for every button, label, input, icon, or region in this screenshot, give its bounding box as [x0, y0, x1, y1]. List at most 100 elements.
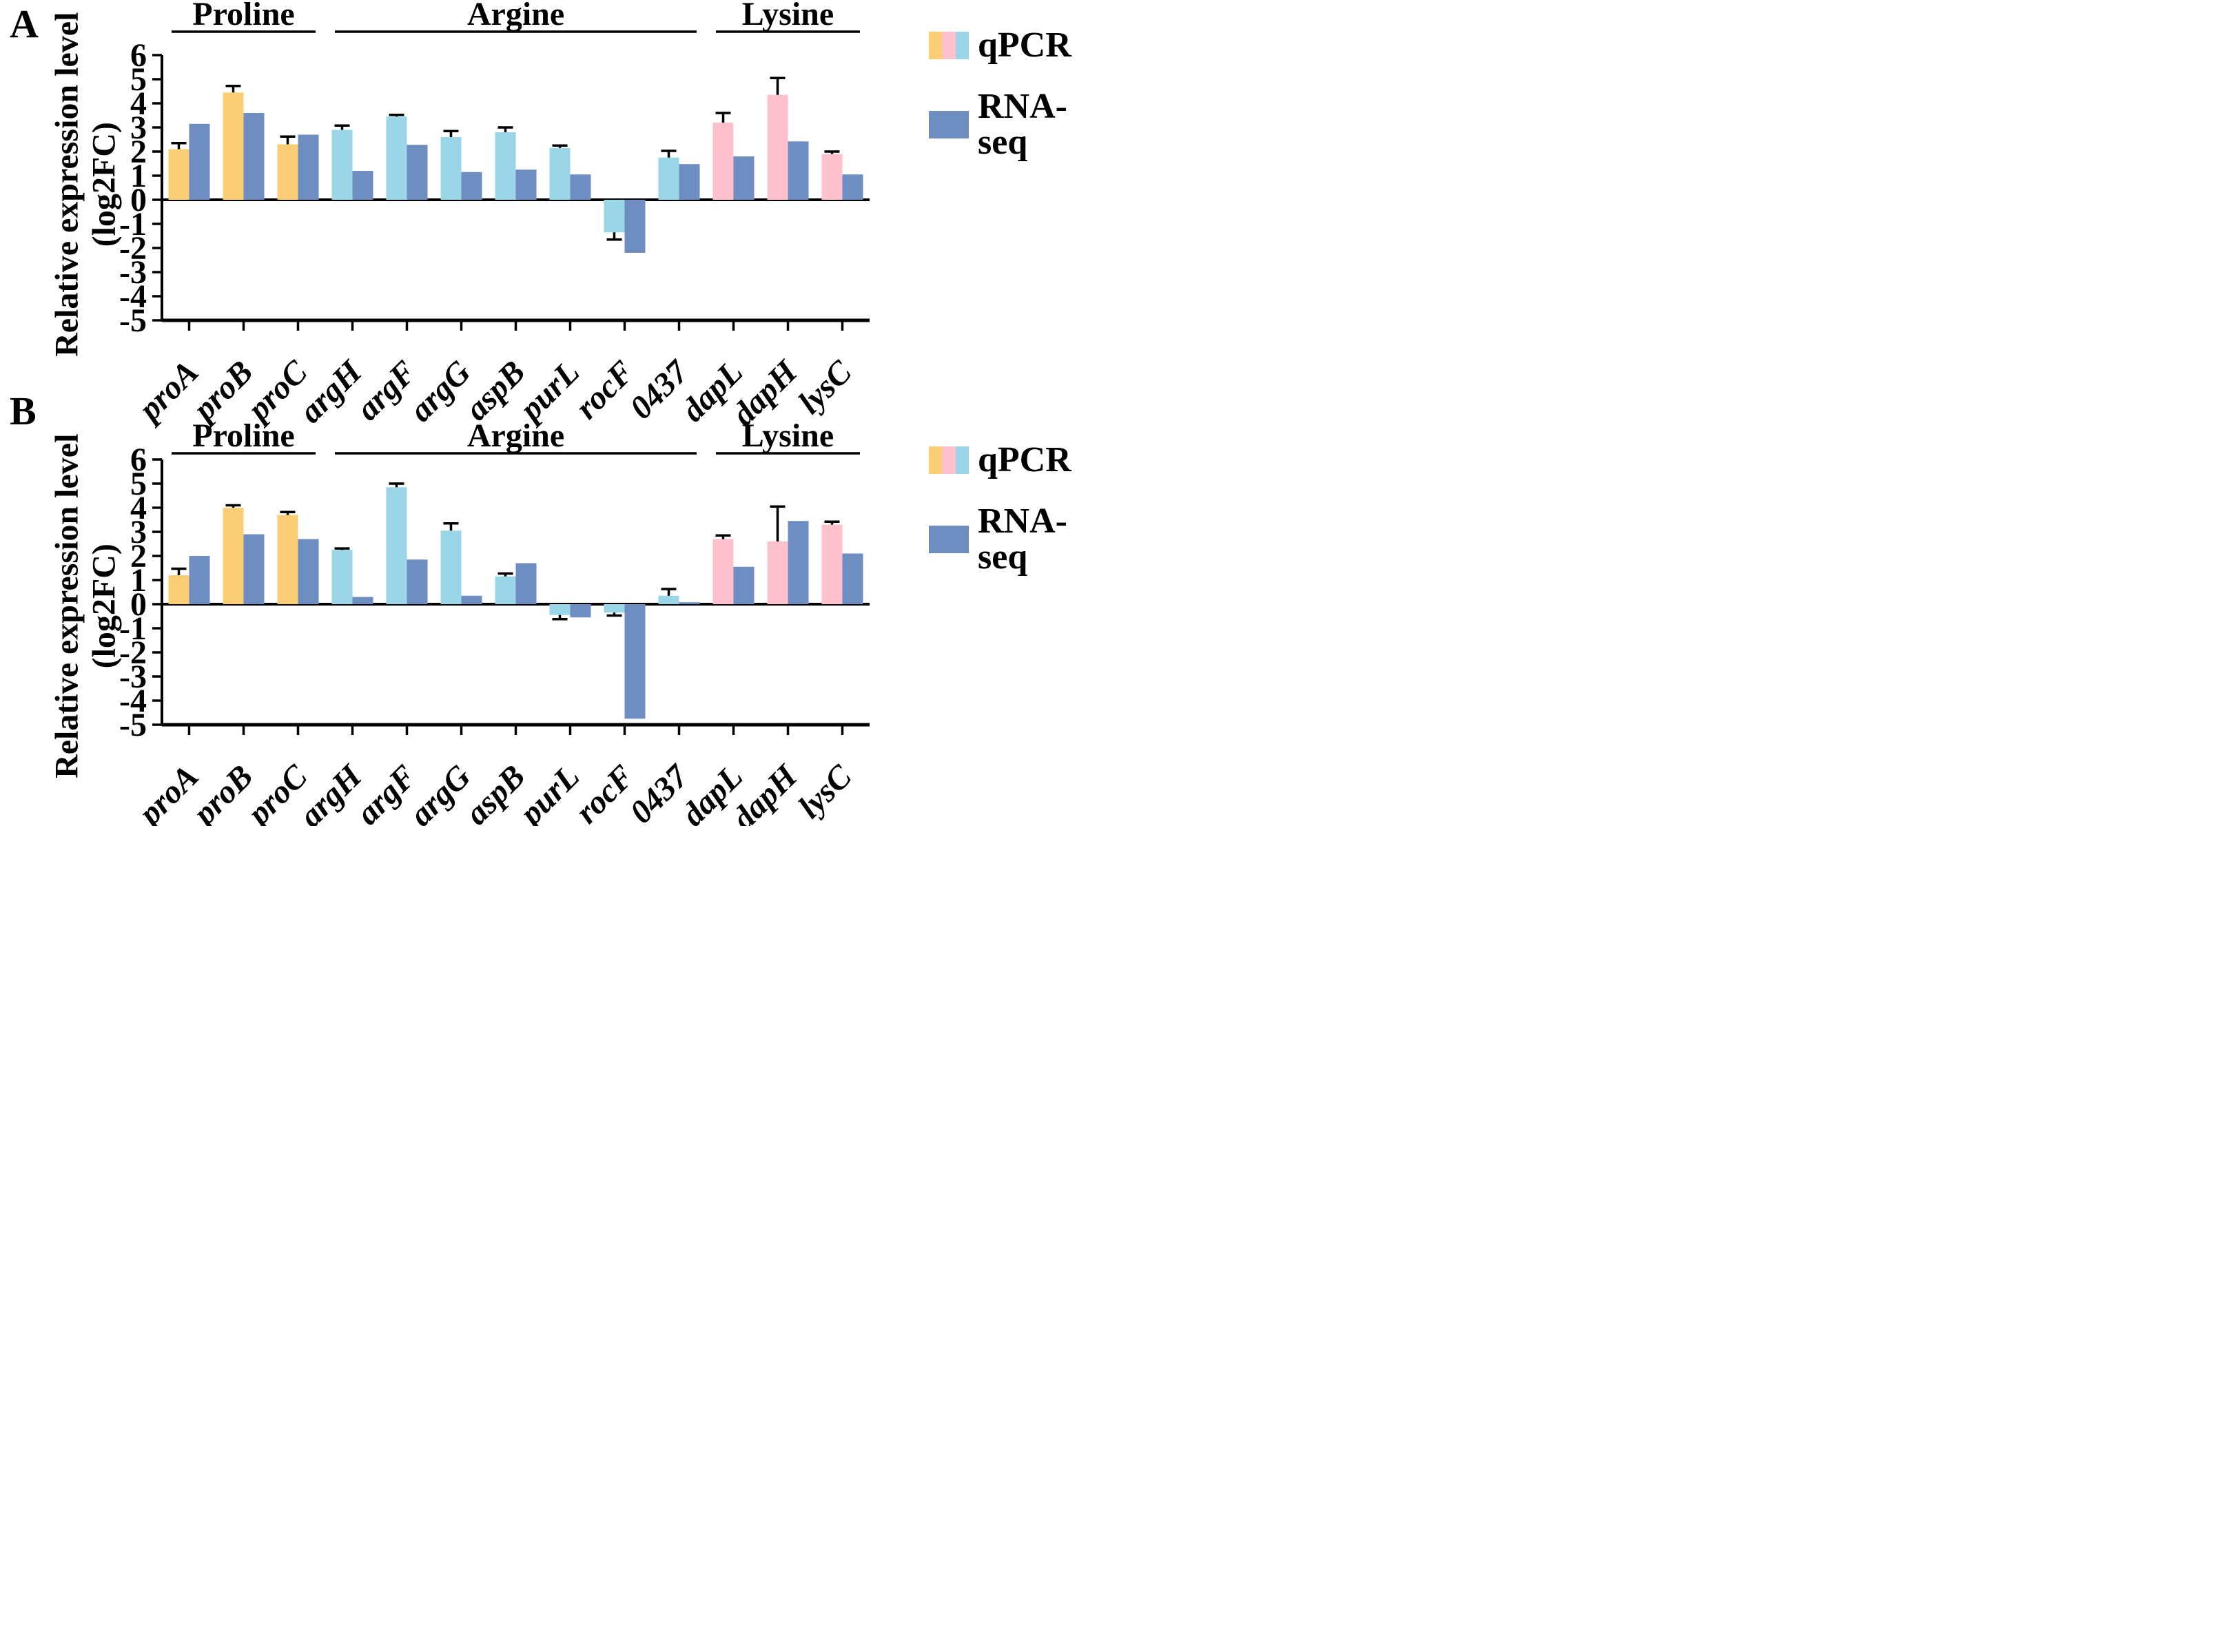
bar-qpcr-argG [440, 530, 462, 604]
bar-rnaseq-dapL [733, 566, 755, 604]
rnaseq-legend-label: RNA-seq [978, 502, 1067, 577]
y-axis-title-panel-a: Relative expression level (log2FC) [48, 0, 123, 398]
legend-row-rnaseq: RNA-seq [929, 504, 1114, 575]
y-tick-label: -4 [119, 683, 147, 719]
panel-a-letter: A [10, 1, 39, 46]
group-label: Lysine [742, 417, 834, 454]
bar-rnaseq-argH [352, 597, 373, 604]
gene-label: 0437 [623, 353, 697, 426]
bar-rnaseq-0437 [679, 602, 700, 604]
y-tick-label: 5 [130, 61, 147, 98]
bar-qpcr-argH [331, 130, 353, 200]
bar-rnaseq-proA [189, 556, 210, 604]
bar-qpcr-0437 [658, 157, 679, 200]
y-tick-label: -3 [119, 254, 147, 291]
y-tick-label: 6 [130, 37, 147, 74]
y-tick-label: 2 [130, 538, 147, 575]
group-label: Argine [467, 417, 564, 454]
y-tick-label: 1 [130, 158, 147, 194]
bar-rnaseq-proA [189, 123, 210, 200]
gene-label: argH [292, 353, 369, 430]
bar-qpcr-rocF [604, 200, 625, 233]
gene-label: proA [130, 758, 205, 826]
bar-qpcr-proC [277, 515, 298, 604]
bar-rnaseq-purL [570, 174, 591, 200]
gene-label: lysC [791, 758, 859, 826]
legend-panel-a: qPCR RNA-seq [929, 28, 1114, 186]
qpcr-swatch-icon [929, 446, 969, 474]
bar-rnaseq-rocF [624, 200, 646, 253]
bar-qpcr-proA [168, 575, 189, 604]
group-label: Proline [192, 417, 294, 454]
bar-qpcr-proB [223, 508, 244, 604]
qpcr-swatch-icon [929, 32, 969, 59]
rnaseq-swatch-icon [929, 526, 969, 553]
y-tick-label: -1 [119, 610, 147, 647]
bar-rnaseq-aspB [515, 169, 537, 200]
rnaseq-swatch-icon [929, 111, 969, 138]
bar-qpcr-proC [277, 144, 298, 200]
bar-rnaseq-rocF [624, 604, 646, 719]
legend-panel-b: qPCR RNA-seq [929, 442, 1114, 601]
gene-label: aspB [458, 353, 532, 427]
legend-row-qpcr: qPCR [929, 28, 1114, 63]
y-tick-label: 0 [130, 586, 147, 623]
bar-qpcr-aspB [495, 132, 516, 200]
gene-label: rocF [568, 353, 641, 426]
bar-rnaseq-dapH [788, 141, 809, 200]
y-tick-label: -5 [119, 302, 147, 339]
y-tick-label: -5 [119, 707, 147, 743]
y-tick-label: 4 [130, 490, 147, 526]
bar-qpcr-dapH [767, 541, 788, 604]
gene-label: rocF [568, 758, 641, 826]
y-axis-title-line2: (log2FC) [85, 122, 122, 247]
bar-rnaseq-dapH [788, 521, 809, 604]
bar-qpcr-argG [440, 137, 462, 200]
bar-rnaseq-lysC [842, 553, 863, 604]
bar-qpcr-argF [386, 487, 407, 604]
qpcr-legend-label: qPCR [978, 25, 1071, 65]
panel-b-letter: B [10, 389, 37, 433]
gene-label: lysC [791, 353, 859, 422]
bar-rnaseq-dapL [733, 156, 755, 200]
bar-qpcr-lysC [821, 154, 843, 200]
bar-rnaseq-argF [407, 559, 428, 604]
bar-qpcr-proB [223, 92, 244, 200]
y-tick-label: 0 [130, 182, 147, 218]
bar-rnaseq-0437 [679, 164, 700, 200]
y-tick-label: -2 [119, 230, 147, 267]
bar-qpcr-purL [549, 147, 571, 200]
bar-rnaseq-lysC [842, 174, 863, 200]
rnaseq-legend-label: RNA-seq [978, 87, 1067, 162]
y-tick-label: 1 [130, 562, 147, 599]
bar-qpcr-purL [549, 604, 571, 615]
bar-qpcr-argH [331, 550, 353, 604]
y-tick-label: -1 [119, 206, 147, 242]
legend-row-qpcr: qPCR [929, 442, 1114, 478]
bar-qpcr-0437 [658, 595, 679, 604]
bar-rnaseq-aspB [515, 563, 537, 604]
figure: 6 5 4 3 2 1 0 -1 -2 -3 -4 -5 Proline Argine Lysine proA… [0, 0, 1114, 826]
y-axis-title-line1: Relative expression level [48, 433, 85, 778]
bar-qpcr-rocF [604, 604, 625, 613]
y-tick-label: 5 [130, 466, 147, 502]
qpcr-legend-label: qPCR [978, 440, 1071, 479]
bar-qpcr-proA [168, 149, 189, 200]
bar-qpcr-argF [386, 116, 407, 200]
y-tick-label: 3 [130, 110, 147, 146]
bar-rnaseq-argG [461, 595, 482, 604]
legend-row-rnaseq: RNA-seq [929, 89, 1114, 161]
y-tick-label: -4 [119, 278, 147, 315]
y-axis-title-line2: (log2FC) [85, 544, 122, 669]
y-tick-label: -3 [119, 659, 147, 695]
y-axis-title-line1: Relative expression level [48, 12, 85, 357]
gene-label: argF [349, 353, 423, 427]
bar-rnaseq-argF [407, 145, 428, 200]
bar-rnaseq-proB [243, 113, 265, 200]
bar-qpcr-dapL [712, 123, 734, 200]
bar-rnaseq-purL [570, 604, 591, 618]
bar-qpcr-dapH [767, 94, 788, 200]
bar-rnaseq-argH [352, 171, 373, 200]
y-axis-title-panel-b: Relative expression level (log2FC) [48, 393, 123, 820]
